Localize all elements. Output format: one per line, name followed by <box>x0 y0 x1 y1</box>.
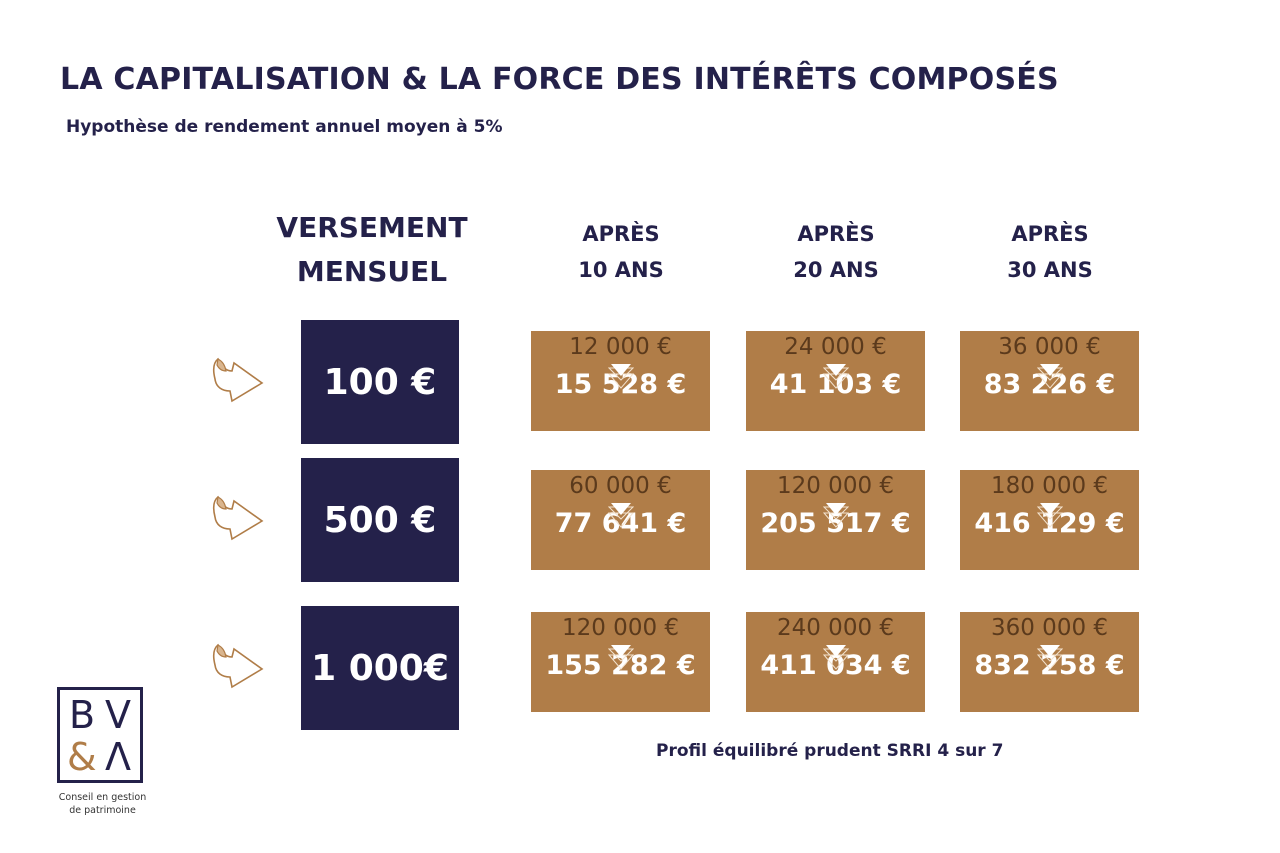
invested-amount: 120 000 € <box>776 473 895 499</box>
logo-letter: B <box>69 693 96 737</box>
tagline-line2: de patrimoine <box>69 805 136 816</box>
logo-tagline: Conseil en gestion de patrimoine <box>45 791 160 817</box>
invested-amount: 60 000 € <box>569 473 672 499</box>
monthly-amount: 100 € <box>301 320 459 444</box>
curled-arrow-right-icon <box>210 353 266 409</box>
curled-arrow-right-icon <box>210 491 266 547</box>
result-cell: 120 000 €155 282 € <box>531 612 710 712</box>
triangle-down-icon <box>607 364 635 396</box>
invested-amount: 180 000 € <box>990 473 1109 499</box>
invested-amount: 36 000 € <box>998 334 1101 360</box>
result-cell: 60 000 €77 641 € <box>531 470 710 570</box>
column-header-20: APRÈS 20 ANS <box>746 216 926 288</box>
column-header-10: APRÈS 10 ANS <box>531 216 711 288</box>
result-cell: 240 000 €411 034 € <box>746 612 925 712</box>
monthly-amount: 1 000€ <box>301 606 459 730</box>
col-l1: APRÈS <box>797 222 875 246</box>
result-cell: 36 000 €83 226 € <box>960 331 1139 431</box>
page-subtitle: Hypothèse de rendement annuel moyen à 5% <box>66 117 503 137</box>
logo: B V & Λ <box>57 687 143 783</box>
curled-arrow-right-icon <box>210 639 266 695</box>
result-cell: 360 000 €832 258 € <box>960 612 1139 712</box>
triangle-down-icon <box>822 645 850 677</box>
result-cell: 180 000 €416 129 € <box>960 470 1139 570</box>
invested-amount: 24 000 € <box>784 334 887 360</box>
monthly-amount: 500 € <box>301 458 459 582</box>
logo-letter: V <box>105 693 131 737</box>
triangle-down-icon <box>822 364 850 396</box>
triangle-down-icon <box>607 503 635 535</box>
risk-profile-note: Profil équilibré prudent SRRI 4 sur 7 <box>656 741 1004 761</box>
invested-amount: 12 000 € <box>569 334 672 360</box>
logo-letter: Λ <box>105 735 131 779</box>
invested-amount: 120 000 € <box>561 615 680 641</box>
invested-amount: 240 000 € <box>776 615 895 641</box>
versement-header-line1: VERSEMENT <box>276 211 468 244</box>
triangle-down-icon <box>607 645 635 677</box>
column-header-30: APRÈS 30 ANS <box>960 216 1140 288</box>
page-title: LA CAPITALISATION & LA FORCE DES INTÉRÊT… <box>60 62 1059 97</box>
col-l2: 30 ANS <box>1007 258 1093 282</box>
logo-letter: & <box>67 735 97 779</box>
triangle-down-icon <box>1036 645 1064 677</box>
triangle-down-icon <box>822 503 850 535</box>
col-l2: 20 ANS <box>793 258 879 282</box>
versement-header-line2: MENSUEL <box>296 255 448 288</box>
result-cell: 12 000 €15 528 € <box>531 331 710 431</box>
triangle-down-icon <box>1036 503 1064 535</box>
triangle-down-icon <box>1036 364 1064 396</box>
result-cell: 120 000 €205 517 € <box>746 470 925 570</box>
col-l2: 10 ANS <box>578 258 664 282</box>
tagline-line1: Conseil en gestion <box>58 792 147 803</box>
invested-amount: 360 000 € <box>990 615 1109 641</box>
result-cell: 24 000 €41 103 € <box>746 331 925 431</box>
versement-header: VERSEMENT MENSUEL <box>262 206 482 294</box>
col-l1: APRÈS <box>582 222 660 246</box>
col-l1: APRÈS <box>1011 222 1089 246</box>
